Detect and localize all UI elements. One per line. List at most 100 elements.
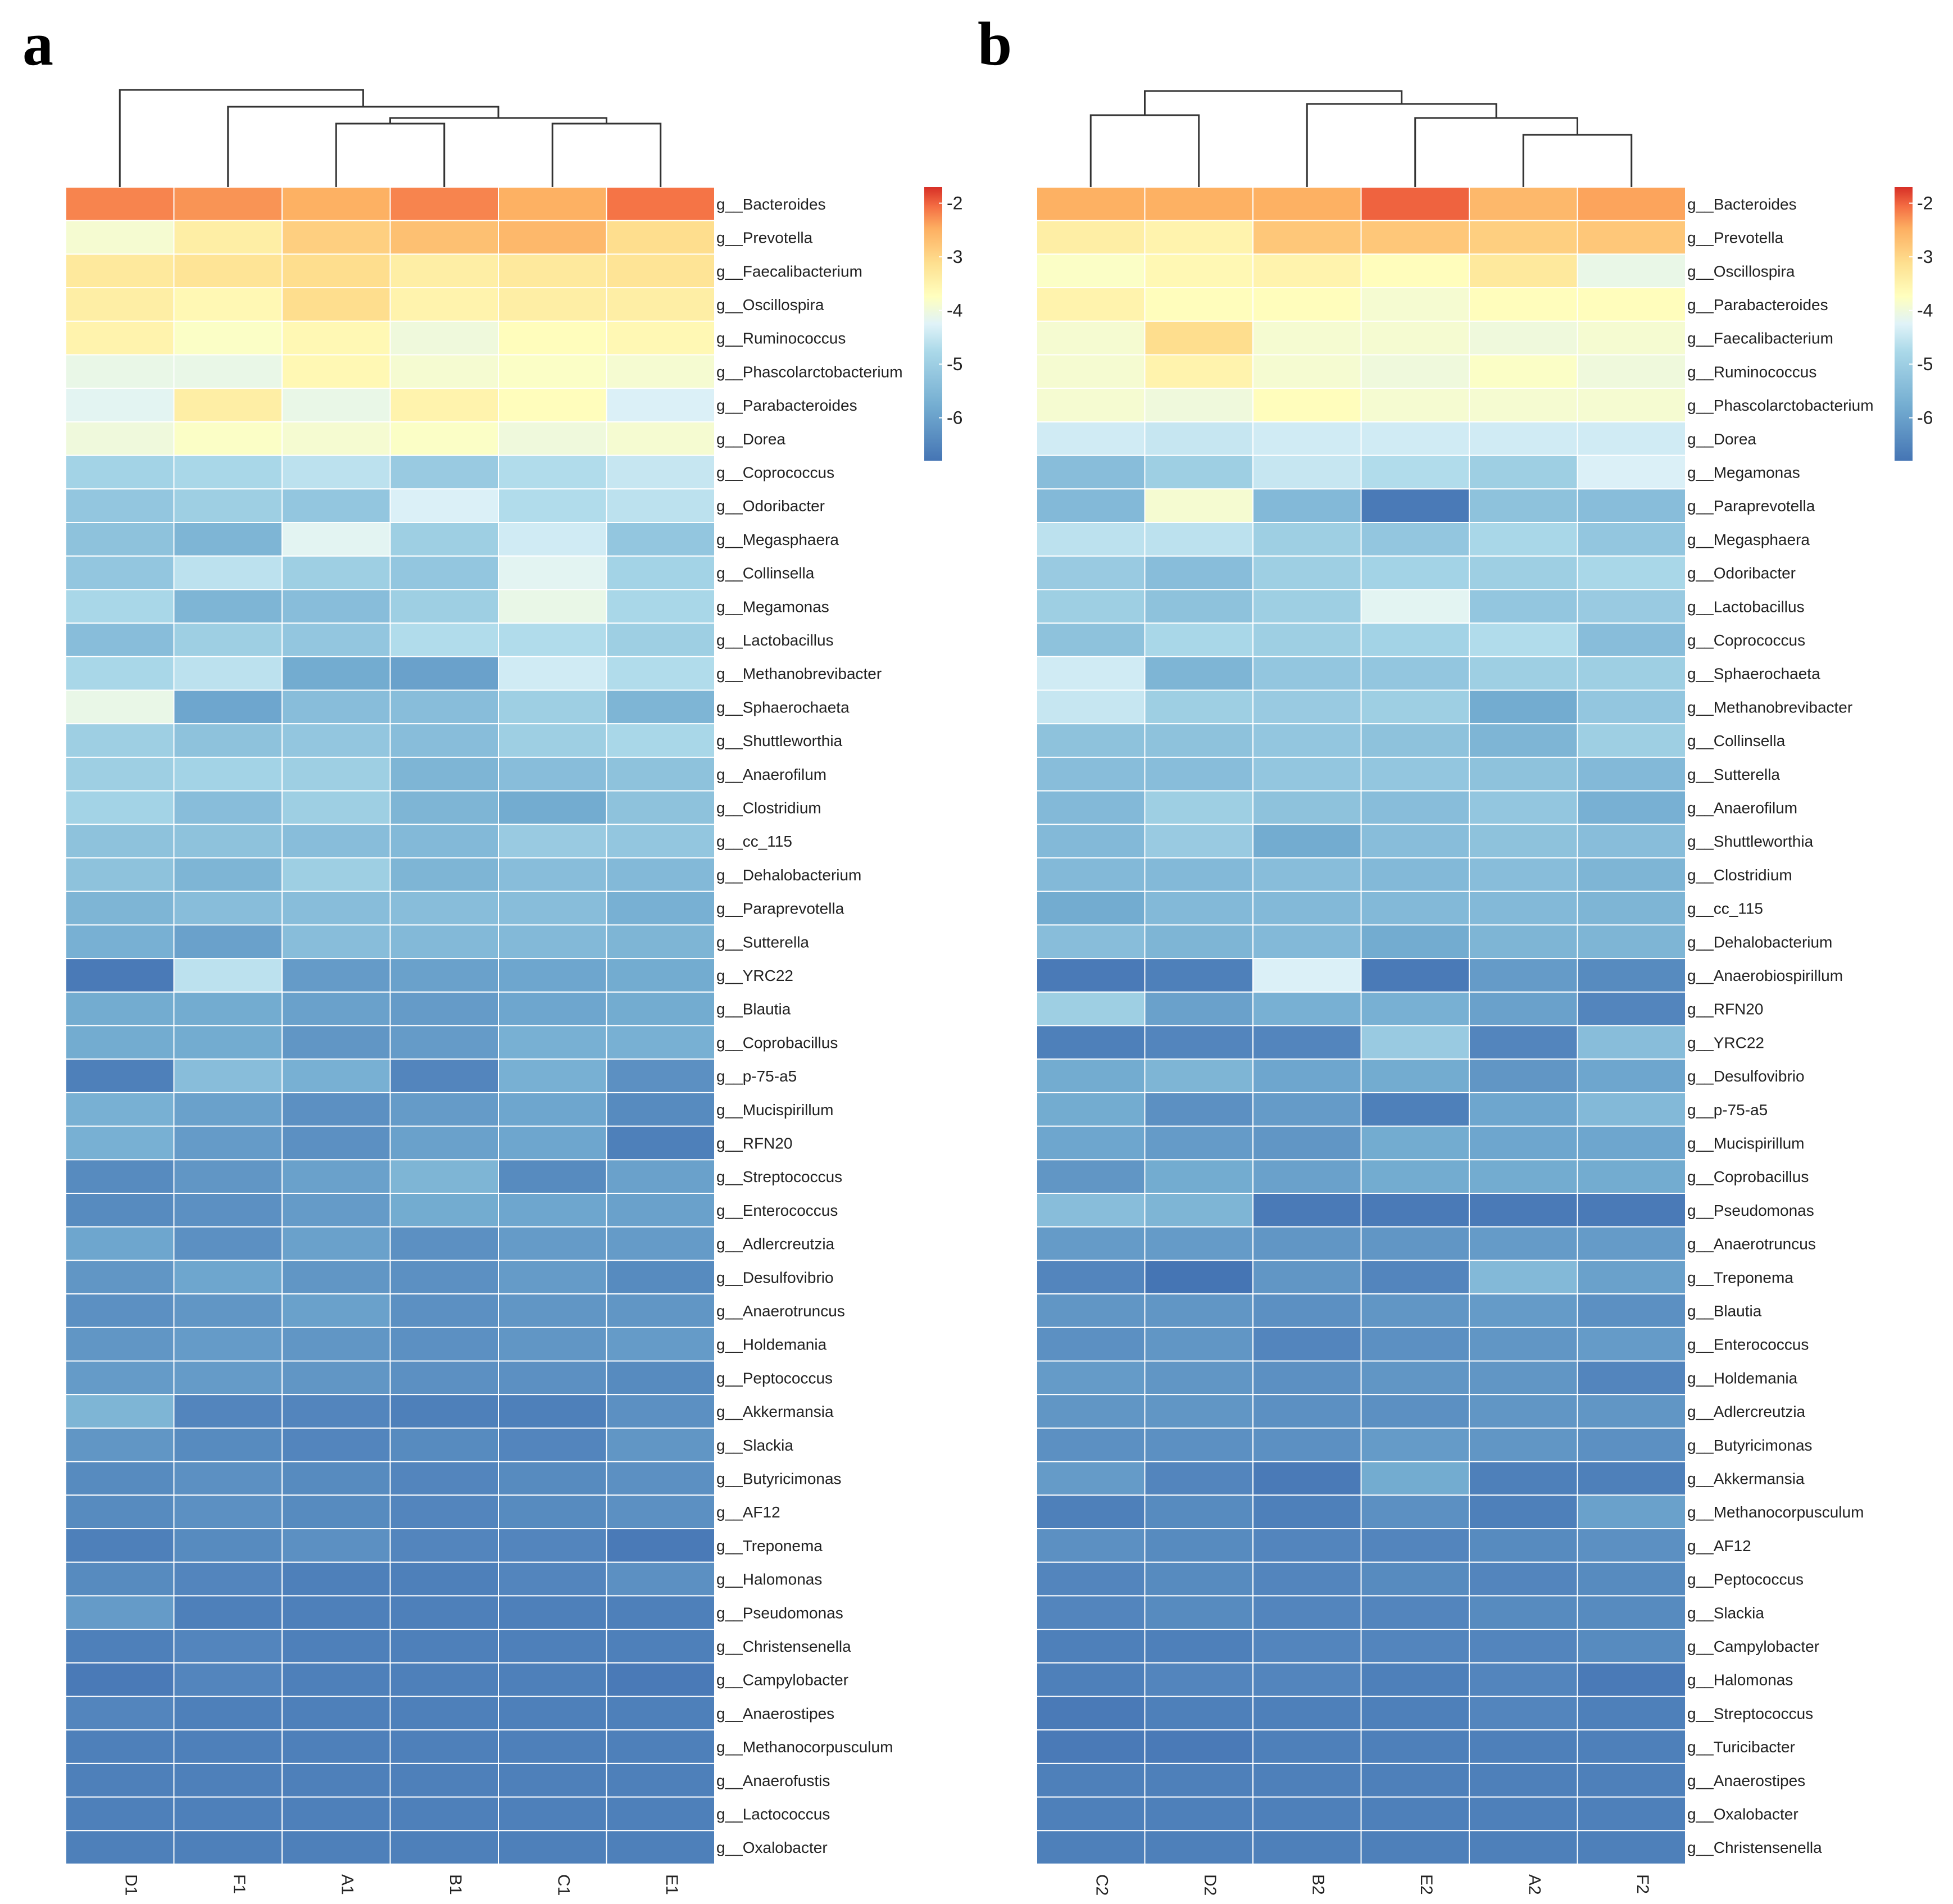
heatmap-cell — [1144, 1461, 1253, 1496]
heatmap-cell — [1252, 1528, 1362, 1563]
heatmap-cell — [606, 1629, 715, 1664]
row-label: g__Sutterella — [716, 933, 809, 951]
row-label: g__RFN20 — [1687, 1001, 1763, 1018]
heatmap-cell — [1144, 187, 1253, 221]
heatmap-cell — [173, 1125, 283, 1161]
row-label: g__Anaerostipes — [1687, 1772, 1805, 1789]
heatmap-cell — [1577, 890, 1686, 926]
row-label: g__Holdemania — [1687, 1369, 1798, 1387]
heatmap-cell — [1252, 1293, 1362, 1328]
heatmap-cell — [606, 622, 715, 657]
heatmap-cell — [1360, 1226, 1470, 1261]
heatmap-cell — [606, 890, 715, 926]
heatmap-cell — [1036, 354, 1146, 389]
heatmap-cell — [1036, 1494, 1146, 1530]
heatmap-cell — [1577, 455, 1686, 490]
heatmap-cell — [1036, 1427, 1146, 1462]
heatmap-cell — [389, 1092, 499, 1127]
heatmap-cell — [1469, 656, 1578, 691]
heatmap-cell — [498, 1662, 607, 1697]
heatmap-cell — [1360, 1494, 1470, 1530]
heatmap-cell — [1577, 622, 1686, 657]
heatmap-cell — [281, 689, 391, 725]
heatmap-cell — [1469, 1293, 1578, 1328]
heatmap-cell — [498, 756, 607, 792]
heatmap-cell — [1577, 1696, 1686, 1731]
heatmap-cell — [65, 253, 175, 289]
heatmap-cell — [1469, 1326, 1578, 1362]
heatmap-cell — [1577, 1092, 1686, 1127]
heatmap-cell — [498, 1494, 607, 1530]
heatmap-cell — [1469, 187, 1578, 221]
heatmap-cell — [1252, 924, 1362, 960]
heatmap-cell — [606, 723, 715, 758]
heatmap-cell — [389, 857, 499, 892]
heatmap-cell — [1252, 756, 1362, 792]
colorbar-tick-label: -6 — [947, 408, 962, 428]
heatmap-cell — [1469, 1595, 1578, 1630]
heatmap-cell — [281, 1159, 391, 1194]
column-label: F2 — [1633, 1874, 1652, 1894]
heatmap-cell — [1469, 488, 1578, 523]
heatmap-cell — [1252, 1662, 1362, 1697]
heatmap-cell — [173, 388, 283, 422]
heatmap-cell — [498, 488, 607, 523]
row-label: g__Treponema — [1687, 1269, 1793, 1286]
row-label: g__Methanobrevibacter — [1687, 698, 1852, 716]
row-label: g__p-75-a5 — [716, 1067, 797, 1085]
heatmap-cell — [1144, 689, 1253, 725]
heatmap-cell — [1144, 455, 1253, 490]
heatmap-cell — [1036, 924, 1146, 960]
heatmap-cell — [1469, 890, 1578, 926]
heatmap-cell — [1252, 1729, 1362, 1764]
heatmap-cell — [1036, 1461, 1146, 1496]
heatmap-cell — [1144, 790, 1253, 825]
heatmap-cell — [1469, 1193, 1578, 1228]
heatmap-cell — [65, 1394, 175, 1429]
column-label: E2 — [1417, 1874, 1436, 1895]
heatmap-cell — [1360, 1561, 1470, 1597]
heatmap-cell — [1469, 1796, 1578, 1832]
heatmap-cell — [606, 1561, 715, 1597]
heatmap-cell — [1144, 1360, 1253, 1396]
heatmap-cell — [1144, 1494, 1253, 1530]
heatmap-cell — [498, 1293, 607, 1328]
heatmap-cell — [281, 1394, 391, 1429]
heatmap-cell — [65, 689, 175, 725]
heatmap-cell — [173, 1729, 283, 1764]
heatmap-cell — [1577, 689, 1686, 725]
heatmap-cell — [1360, 421, 1470, 456]
row-label: g__Megasphaera — [1687, 531, 1810, 548]
heatmap-cell — [606, 1494, 715, 1530]
heatmap-cell — [1577, 1360, 1686, 1396]
heatmap-cell — [173, 354, 283, 389]
heatmap-cell — [1577, 723, 1686, 758]
heatmap-cell — [173, 320, 283, 356]
heatmap-cell — [389, 1293, 499, 1328]
heatmap-cell — [1252, 455, 1362, 490]
heatmap-cell — [1144, 1394, 1253, 1429]
heatmap-cell — [173, 656, 283, 691]
heatmap-cell — [1036, 455, 1146, 490]
heatmap-cell — [65, 1293, 175, 1328]
heatmap-cell — [1469, 354, 1578, 389]
heatmap-cell — [1360, 1058, 1470, 1093]
row-label: g__Methanobrevibacter — [716, 665, 882, 683]
heatmap-cell — [498, 555, 607, 590]
column-label: C2 — [1092, 1874, 1111, 1896]
row-label: g__Clostridium — [716, 799, 821, 816]
row-label: g__Slackia — [1687, 1604, 1764, 1621]
heatmap-cell — [389, 890, 499, 926]
heatmap-cell — [1577, 1159, 1686, 1194]
heatmap-cell — [1036, 991, 1146, 1026]
row-label: g__Desulfovibrio — [716, 1269, 834, 1286]
heatmap-cell — [498, 522, 607, 557]
heatmap-cell — [173, 1226, 283, 1261]
heatmap-cell — [1252, 220, 1362, 255]
row-label: g__RFN20 — [716, 1134, 792, 1152]
heatmap-cell — [65, 1427, 175, 1462]
heatmap-cell — [1252, 1058, 1362, 1093]
heatmap-cell — [173, 991, 283, 1026]
heatmap-cell — [1144, 890, 1253, 926]
heatmap-cell — [1469, 857, 1578, 892]
